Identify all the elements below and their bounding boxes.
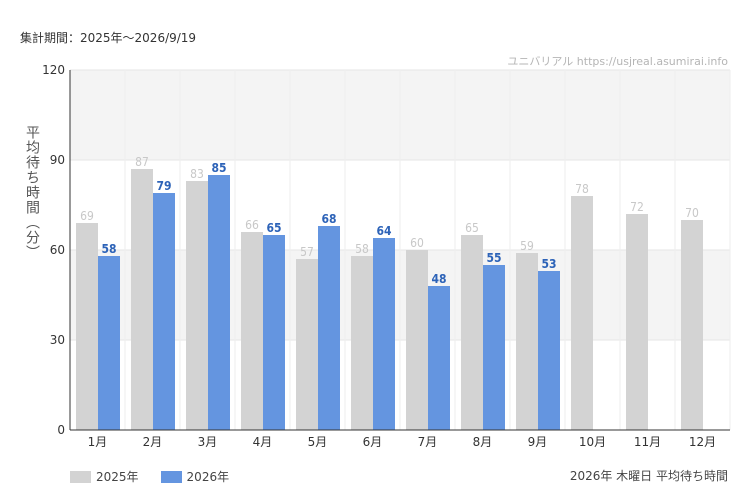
data-label-2026-5: 68 xyxy=(321,212,336,226)
legend-label-2025: 2025年 xyxy=(96,470,139,484)
x-tick-label: 12月 xyxy=(689,435,716,449)
data-label-2025-9: 59 xyxy=(520,239,534,253)
bar-2025-11[interactable] xyxy=(626,214,648,430)
data-label-2026-4: 65 xyxy=(266,221,281,235)
bar-2025-7[interactable] xyxy=(406,250,428,430)
bar-2025-3[interactable] xyxy=(186,181,208,430)
x-tick-label: 5月 xyxy=(308,435,328,449)
period-text: 集計期間：2025年～2026/9/19 xyxy=(20,31,197,45)
bars xyxy=(76,169,703,430)
data-label-2026-8: 55 xyxy=(486,251,501,265)
bar-2025-10[interactable] xyxy=(571,196,593,430)
x-tick-label: 11月 xyxy=(634,435,661,449)
data-label-2026-1: 58 xyxy=(101,242,116,256)
bar-2026-2[interactable] xyxy=(153,193,175,430)
data-label-2026-6: 64 xyxy=(376,224,392,238)
x-tick-label: 8月 xyxy=(473,435,493,449)
data-label-2026-7: 48 xyxy=(431,272,446,286)
x-tick-label: 10月 xyxy=(579,435,606,449)
x-tick-label: 4月 xyxy=(253,435,273,449)
bar-2025-6[interactable] xyxy=(351,256,373,430)
legend-item-2026[interactable]: 2026年 xyxy=(160,468,230,485)
legend-label-2026: 2026年 xyxy=(186,470,230,484)
legend-item-2025[interactable]: 2025年 xyxy=(70,468,139,485)
bar-2026-7[interactable] xyxy=(428,286,450,430)
x-tick-label: 7月 xyxy=(418,435,438,449)
data-label-2026-3: 85 xyxy=(211,161,226,175)
data-label-2025-3: 83 xyxy=(190,167,204,181)
data-label-2025-4: 66 xyxy=(245,218,259,232)
data-label-2025-7: 60 xyxy=(410,236,424,250)
y-tick-label: 120 xyxy=(42,63,65,77)
data-label-2025-10: 78 xyxy=(575,182,589,196)
data-labels: 69 58 87 79 83 85 66 65 57 68 58 64 60 48 65 55 59 53 78 72… xyxy=(80,155,699,286)
chart-caption: 2026年 木曜日 平均待ち時間 xyxy=(569,469,728,483)
bar-2025-5[interactable] xyxy=(296,259,318,430)
bar-2025-4[interactable] xyxy=(241,232,263,430)
bar-2026-3[interactable] xyxy=(208,175,230,430)
bar-2026-1[interactable] xyxy=(98,256,120,430)
bar-2025-1[interactable] xyxy=(76,223,98,430)
data-label-2025-8: 65 xyxy=(465,221,479,235)
data-label-2025-12: 70 xyxy=(685,206,699,220)
bar-2026-8[interactable] xyxy=(483,265,505,430)
legend-swatch-2025 xyxy=(70,470,91,483)
x-tick-label: 1月 xyxy=(88,435,108,449)
y-tick-label: 90 xyxy=(50,153,65,167)
data-label-2026-9: 53 xyxy=(541,257,556,271)
axes: 1月 2月 3月 4月 5月 6月 7月 8月 9月 10月 11月 12月 0 30 60 90 120 xyxy=(42,63,730,449)
credit-text: ユニバリアル https://usjreal.asumirai.info xyxy=(507,55,728,68)
y-tick-label: 30 xyxy=(50,333,65,347)
y-tick-label: 60 xyxy=(50,243,65,257)
x-tick-label: 9月 xyxy=(528,435,548,449)
x-tick-label: 6月 xyxy=(363,435,383,449)
bar-2026-5[interactable] xyxy=(318,226,340,430)
legend: 2025年 2026年 xyxy=(70,468,251,485)
data-label-2025-2: 87 xyxy=(135,155,149,169)
data-label-2025-5: 57 xyxy=(300,245,314,259)
x-tick-label: 3月 xyxy=(198,435,218,449)
data-label-2025-6: 58 xyxy=(355,242,369,256)
bar-2025-12[interactable] xyxy=(681,220,703,430)
data-label-2026-2: 79 xyxy=(156,179,171,193)
x-tick-label: 2月 xyxy=(143,435,163,449)
bar-2025-9[interactable] xyxy=(516,253,538,430)
data-label-2025-1: 69 xyxy=(80,209,94,223)
legend-swatch-2026 xyxy=(160,470,182,483)
bar-2026-4[interactable] xyxy=(263,235,285,430)
y-axis-label: 平均待ち時間（分） xyxy=(24,125,40,260)
bar-2026-6[interactable] xyxy=(373,238,395,430)
bar-2026-9[interactable] xyxy=(538,271,560,430)
data-label-2025-11: 72 xyxy=(630,200,644,214)
bar-2025-2[interactable] xyxy=(131,169,153,430)
bar-2025-8[interactable] xyxy=(461,235,483,430)
y-tick-label: 0 xyxy=(57,423,65,437)
